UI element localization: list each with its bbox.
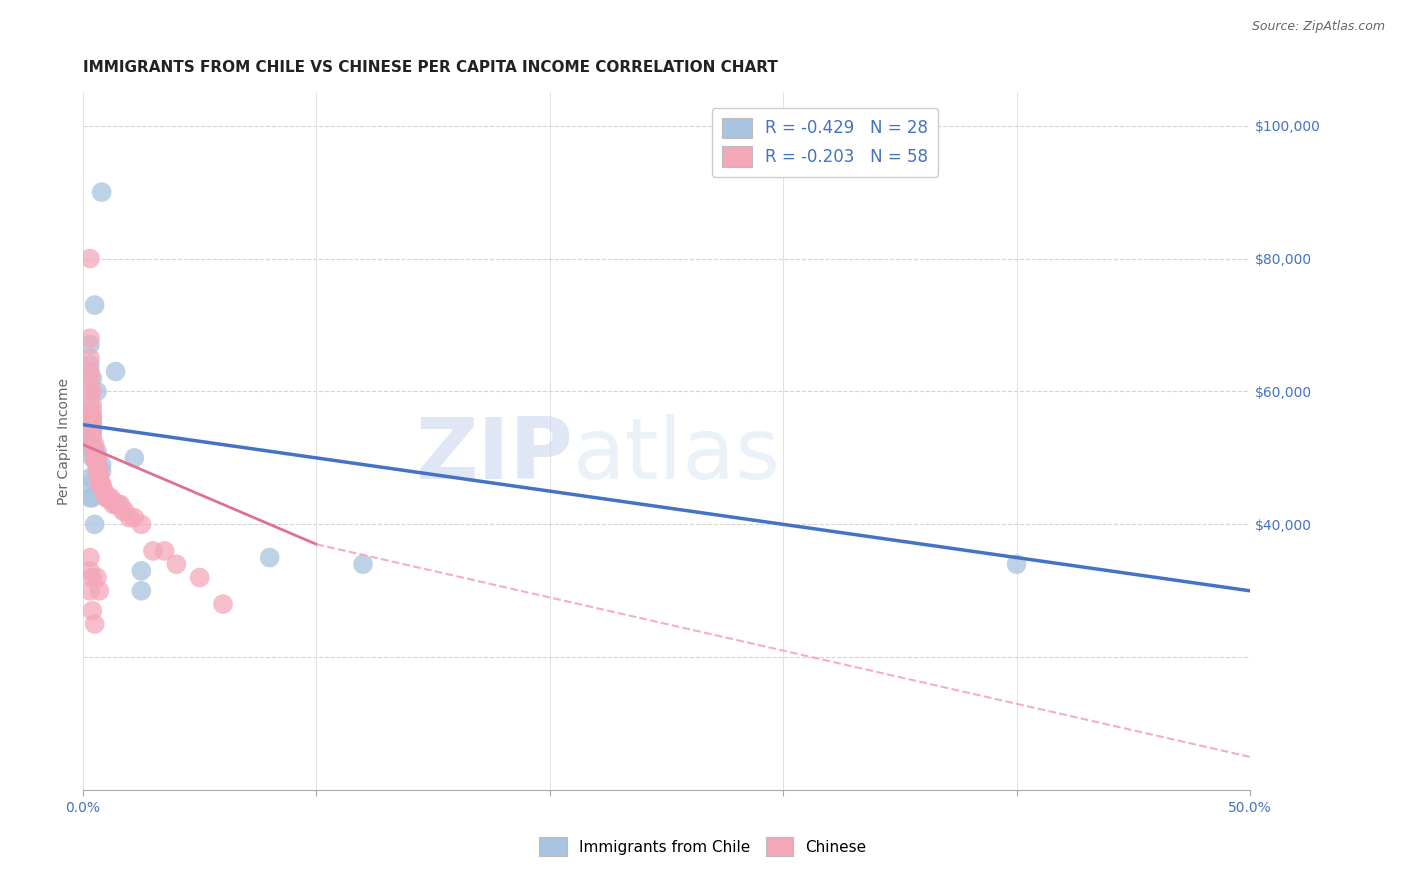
Point: [82, 398, 104, 412]
Point: [259, 550, 281, 565]
Point: [79, 583, 101, 598]
Point: [86, 464, 108, 478]
Point: [89, 471, 111, 485]
Point: [82, 425, 104, 439]
Point: [82, 384, 104, 399]
Text: ZIP: ZIP: [415, 414, 574, 497]
Point: [93, 484, 115, 499]
Point: [104, 497, 127, 511]
Point: [212, 597, 235, 611]
Point: [96, 491, 118, 505]
Point: [90, 477, 112, 491]
Point: [100, 491, 122, 505]
Point: [96, 491, 118, 505]
Point: [79, 550, 101, 565]
Point: [79, 331, 101, 345]
Point: [1005, 558, 1028, 572]
Point: [79, 338, 101, 352]
Point: [82, 411, 104, 425]
Point: [124, 450, 146, 465]
Point: [89, 477, 111, 491]
Point: [82, 604, 104, 618]
Point: [83, 298, 105, 312]
Point: [83, 617, 105, 632]
Point: [79, 384, 101, 399]
Point: [82, 371, 104, 385]
Point: [86, 458, 108, 472]
Point: [103, 497, 125, 511]
Point: [83, 517, 105, 532]
Point: [86, 444, 108, 458]
Point: [86, 450, 108, 465]
Point: [110, 497, 132, 511]
Point: [165, 558, 187, 572]
Point: [79, 364, 101, 378]
Point: [188, 570, 211, 584]
Legend: R = -0.429   N = 28, R = -0.203   N = 58: R = -0.429 N = 28, R = -0.203 N = 58: [711, 108, 938, 177]
Y-axis label: Per Capita Income: Per Capita Income: [58, 378, 72, 505]
Point: [86, 384, 108, 399]
Point: [82, 411, 104, 425]
Point: [82, 417, 104, 432]
Point: [83, 450, 105, 465]
Point: [79, 564, 101, 578]
Point: [93, 484, 115, 499]
Point: [89, 464, 111, 478]
Point: [131, 564, 153, 578]
Point: [82, 425, 104, 439]
Point: [89, 583, 111, 598]
Point: [83, 450, 105, 465]
Point: [82, 570, 104, 584]
Point: [82, 450, 104, 465]
Point: [83, 444, 105, 458]
Point: [82, 491, 104, 505]
Point: [79, 371, 101, 385]
Point: [118, 510, 141, 524]
Point: [97, 491, 120, 505]
Point: [114, 504, 136, 518]
Point: [86, 570, 108, 584]
Point: [90, 464, 112, 478]
Point: [90, 185, 112, 199]
Text: IMMIGRANTS FROM CHILE VS CHINESE PER CAPITA INCOME CORRELATION CHART: IMMIGRANTS FROM CHILE VS CHINESE PER CAP…: [83, 60, 778, 75]
Point: [153, 544, 176, 558]
Point: [82, 437, 104, 451]
Point: [82, 431, 104, 445]
Point: [82, 444, 104, 458]
Point: [131, 517, 153, 532]
Point: [89, 471, 111, 485]
Point: [104, 364, 127, 378]
Point: [82, 417, 104, 432]
Point: [79, 491, 101, 505]
Point: [352, 558, 374, 572]
Point: [79, 252, 101, 266]
Point: [79, 477, 101, 491]
Text: atlas: atlas: [574, 414, 782, 497]
Point: [131, 583, 153, 598]
Point: [90, 477, 112, 491]
Point: [79, 398, 101, 412]
Point: [79, 437, 101, 451]
Point: [83, 437, 105, 451]
Text: Source: ZipAtlas.com: Source: ZipAtlas.com: [1251, 20, 1385, 33]
Point: [142, 544, 165, 558]
Point: [124, 510, 146, 524]
Point: [82, 404, 104, 418]
Point: [107, 497, 129, 511]
Point: [79, 471, 101, 485]
Point: [79, 351, 101, 366]
Point: [86, 458, 108, 472]
Legend: Immigrants from Chile, Chinese: Immigrants from Chile, Chinese: [533, 831, 873, 862]
Point: [79, 411, 101, 425]
Point: [83, 444, 105, 458]
Point: [111, 504, 134, 518]
Point: [90, 458, 112, 472]
Point: [79, 358, 101, 372]
